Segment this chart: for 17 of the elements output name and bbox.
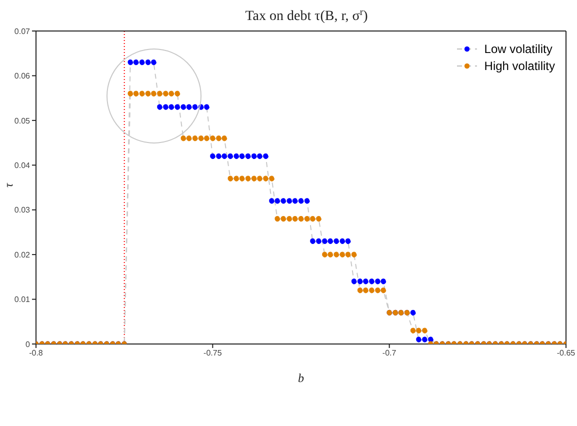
x-tick-label: -0.75 — [204, 348, 222, 358]
x-tick-label: -0.8 — [29, 348, 44, 358]
y-tick-label: 0.06 — [14, 72, 31, 81]
y-tick-label: 0.04 — [14, 160, 31, 170]
y-tick-label: 0 — [26, 340, 31, 349]
chart-title: Tax on debt τ(B, r, σ$^{r}$) — [245, 6, 368, 24]
x-tick-label: -0.65 — [556, 348, 576, 358]
legend-label: High volatility — [484, 59, 555, 73]
y-tick-label: 0.02 — [14, 250, 31, 260]
x-tick-label: -0.7 — [382, 348, 397, 358]
y-axis-title: τ — [1, 182, 16, 188]
legend-label: Low volatility — [484, 42, 552, 56]
y-tick-label: 0.03 — [14, 206, 31, 215]
x-axis-title: b — [298, 371, 304, 385]
y-tick-label: 0.05 — [14, 116, 31, 126]
y-tick-label: 0.07 — [14, 26, 31, 36]
y-tick-label: 0.01 — [14, 295, 31, 304]
